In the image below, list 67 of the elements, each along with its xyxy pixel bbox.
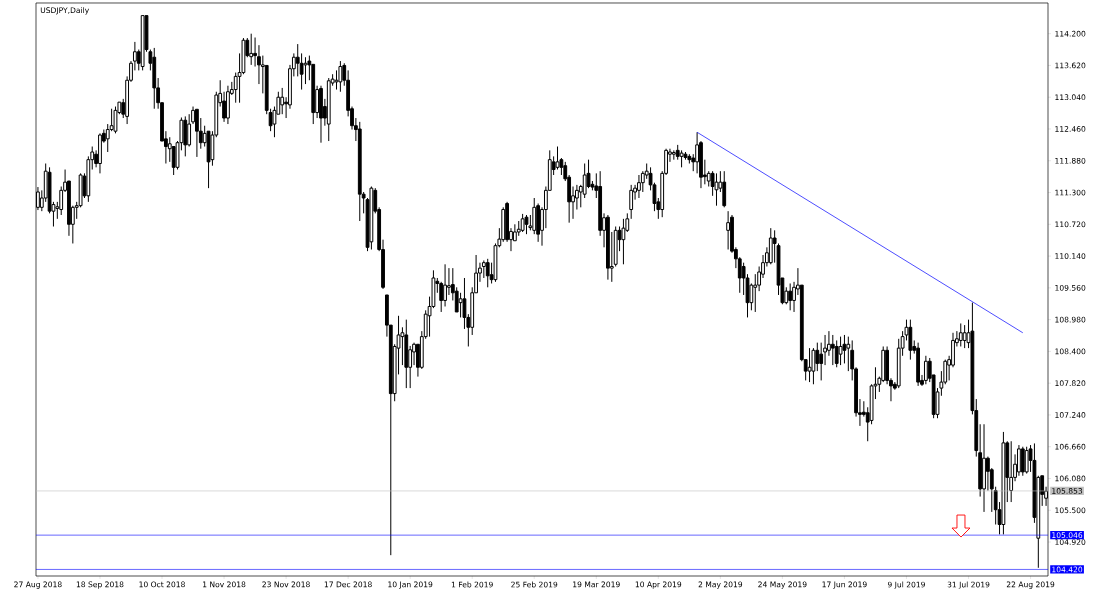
candlestick <box>1024 446 1029 475</box>
candlestick <box>881 345 886 383</box>
candlestick <box>1020 446 1025 477</box>
candlestick <box>222 91 226 123</box>
candlestick <box>885 345 889 385</box>
candlestick <box>183 115 188 157</box>
candlestick <box>582 163 587 199</box>
candlestick <box>753 273 758 313</box>
candlestick <box>280 87 285 115</box>
candlestick <box>338 60 343 93</box>
candlestick <box>982 423 986 513</box>
candlestick <box>303 56 308 85</box>
candlestick <box>916 342 921 387</box>
candlestick <box>629 184 634 220</box>
candlestick <box>505 201 509 243</box>
candlestick <box>481 259 486 279</box>
candlestick <box>714 172 719 207</box>
candlestick <box>152 47 157 110</box>
candlestick <box>679 149 684 168</box>
candlestick <box>637 174 641 199</box>
candlestick <box>532 197 537 235</box>
candlestick <box>788 282 793 311</box>
candlestick <box>830 334 835 366</box>
candlestick <box>1001 431 1006 535</box>
candlestick <box>695 131 699 174</box>
candlestick <box>404 319 409 389</box>
candlestick <box>357 121 362 222</box>
candlestick <box>1017 444 1021 477</box>
candlestick <box>47 166 52 214</box>
candlestick <box>923 355 928 385</box>
candlestick <box>671 149 676 161</box>
candlestick <box>226 85 230 125</box>
candlestick <box>516 220 521 237</box>
candlestick <box>319 85 323 144</box>
candlestick <box>485 258 490 288</box>
candlestick <box>869 383 874 425</box>
candlestick <box>710 170 715 197</box>
candlestick <box>520 213 525 233</box>
candlestick <box>986 456 990 492</box>
candlestick <box>819 342 824 381</box>
candlestick <box>462 277 467 330</box>
candlestick <box>253 37 257 68</box>
candlestick <box>834 339 839 368</box>
candlestick <box>249 33 254 66</box>
candlestick <box>896 338 901 389</box>
candlestick <box>105 123 110 153</box>
candlestick <box>726 210 731 251</box>
candlestick <box>326 77 331 142</box>
candlestick <box>575 184 579 211</box>
candlestick <box>640 170 645 193</box>
candlestick <box>86 155 91 203</box>
candlestick <box>792 281 796 313</box>
candlestick <box>536 202 541 243</box>
candlestick <box>334 69 339 91</box>
candlestick <box>838 336 843 366</box>
candlestick <box>606 214 610 281</box>
candlestick <box>555 146 560 171</box>
candlestick <box>98 132 102 174</box>
candlestick <box>757 265 762 292</box>
candlestick <box>958 322 963 347</box>
candlestick <box>501 206 506 243</box>
candlestick <box>823 334 827 366</box>
candlestick <box>687 153 692 164</box>
candlestick <box>257 44 261 85</box>
candlestick <box>412 342 416 366</box>
candlestick <box>811 347 816 385</box>
candlestick <box>299 52 304 91</box>
